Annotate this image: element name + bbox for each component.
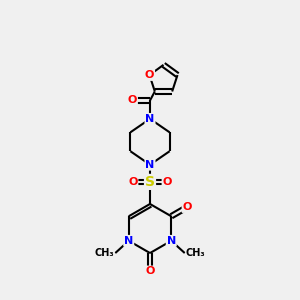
Text: O: O	[163, 177, 172, 187]
Text: O: O	[128, 95, 137, 105]
Text: CH₃: CH₃	[186, 248, 206, 258]
Text: N: N	[124, 236, 134, 246]
Text: N: N	[146, 114, 154, 124]
Text: O: O	[128, 177, 137, 187]
Text: S: S	[145, 175, 155, 189]
Text: N: N	[146, 160, 154, 170]
Text: O: O	[182, 202, 192, 212]
Text: CH₃: CH₃	[94, 248, 114, 258]
Text: N: N	[167, 236, 176, 246]
Text: O: O	[145, 266, 155, 277]
Text: O: O	[145, 70, 154, 80]
